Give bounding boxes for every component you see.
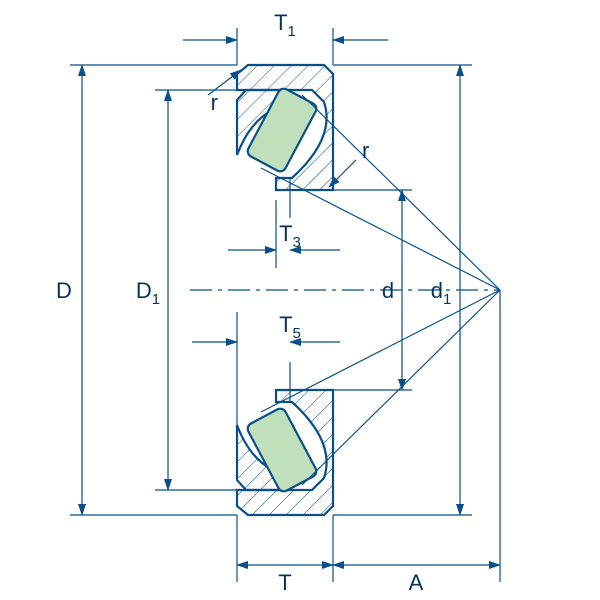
dimension-A <box>333 290 500 582</box>
label-A: A <box>409 570 424 595</box>
label-T1: T1 <box>274 10 296 40</box>
bearing-cross-section-diagram: T1 T3 T5 T A D D1 d d1 r r <box>0 0 600 600</box>
label-T3: T3 <box>279 221 301 251</box>
label-r-top: r <box>211 90 218 115</box>
label-T: T <box>278 570 291 595</box>
label-d: d <box>382 278 394 303</box>
label-r-right: r <box>362 138 369 163</box>
label-T5: T5 <box>279 312 301 342</box>
label-D1: D1 <box>136 278 160 308</box>
label-D: D <box>56 278 72 303</box>
label-d1: d1 <box>431 278 452 308</box>
